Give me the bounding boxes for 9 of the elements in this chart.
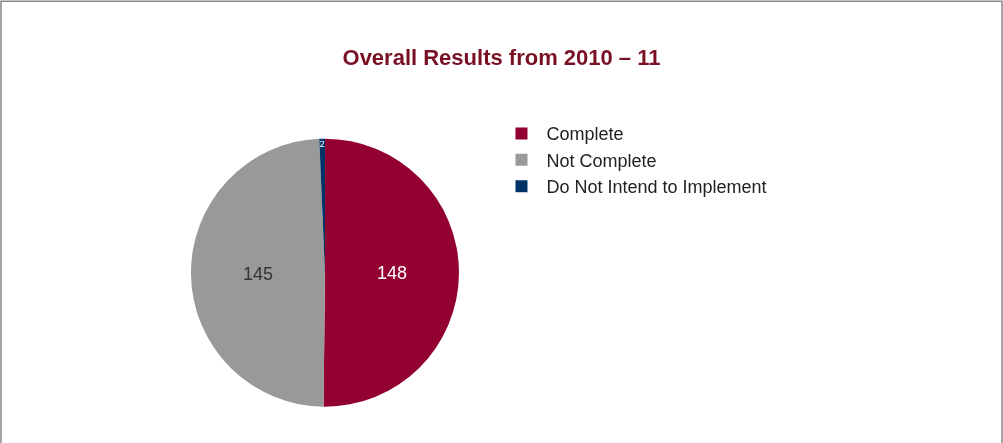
pie-slice: [190, 138, 325, 407]
data-label: 145: [242, 263, 273, 284]
pie-slice: [323, 138, 459, 407]
legend-label: Complete: [546, 124, 624, 145]
legend-label: Do Not Intend to Implement: [546, 177, 767, 198]
data-label: 148: [376, 263, 407, 284]
data-label: 2: [319, 138, 325, 150]
chart-title: Overall Results from 2010 – 11: [342, 45, 661, 71]
legend-label: Not Complete: [546, 150, 657, 171]
